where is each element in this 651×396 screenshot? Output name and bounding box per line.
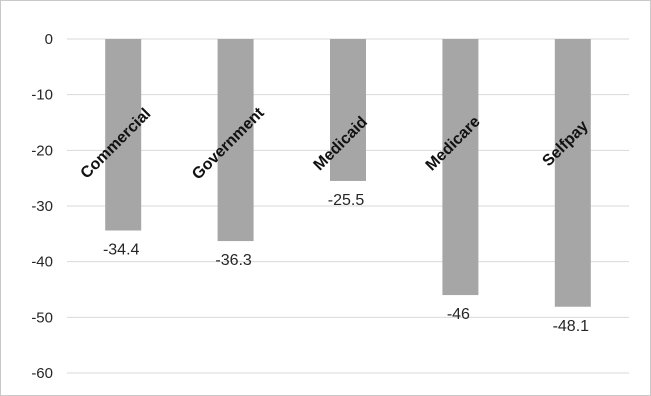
y-axis: 0 -10 -20 -30 -40 -50 -60 [31,31,53,382]
bar-medicaid [330,39,366,181]
data-label: -36.3 [215,252,252,269]
data-label: -34.4 [103,241,140,258]
bar-medicare [442,39,479,296]
y-tick-label: -30 [31,198,53,215]
data-label: -48.1 [553,318,590,335]
y-tick-label: -40 [31,254,53,271]
data-label: -46 [447,306,470,323]
y-tick-label: -60 [31,365,53,382]
bar-government [217,39,254,242]
bars [105,39,591,307]
data-labels: -34.4 -36.3 -25.5 -46 -48.1 [103,192,589,335]
bar-selfpay [554,39,591,307]
data-label: -25.5 [328,192,365,209]
y-tick-label: 0 [45,31,53,48]
bar-commercial [105,39,142,231]
y-tick-label: -10 [31,87,53,104]
y-tick-label: -50 [31,309,53,326]
y-tick-label: -20 [31,142,53,159]
